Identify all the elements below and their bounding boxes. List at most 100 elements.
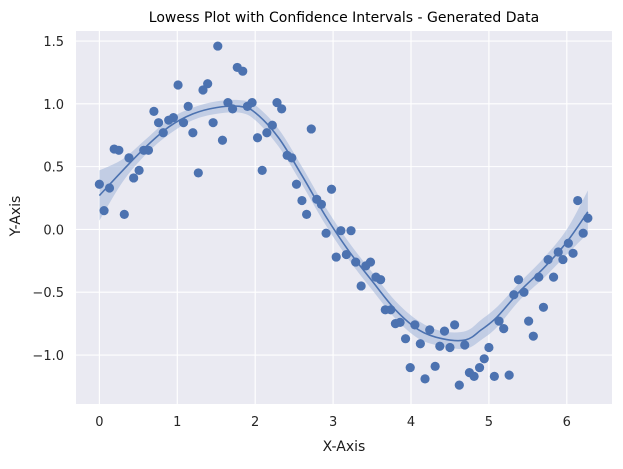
x-tick-labels: 0 1 2 3 4 5 6 (95, 415, 571, 430)
data-point (395, 317, 405, 327)
data-point (479, 354, 489, 364)
data-point (548, 272, 559, 282)
data-point (538, 302, 549, 312)
y-tick-labels: −1.0 −0.5 0.0 0.5 1.0 1.5 (32, 35, 64, 364)
y-axis-label: Y-Axis (8, 196, 24, 238)
data-point (509, 290, 519, 300)
y-tick-label: 0.0 (43, 223, 64, 238)
data-point (223, 97, 233, 108)
data-point (494, 316, 504, 326)
scatter-points (94, 41, 593, 390)
data-point (534, 272, 544, 282)
data-point (149, 106, 159, 116)
data-point (445, 342, 455, 353)
data-point (217, 135, 228, 145)
data-point (405, 362, 415, 373)
y-tick-label: −0.5 (32, 286, 64, 301)
x-axis-label: X-Axis (323, 439, 366, 455)
data-point (435, 341, 445, 351)
chart-title: Lowess Plot with Confidence Intervals - … (149, 10, 539, 26)
data-point (365, 257, 376, 267)
y-tick-label: 0.5 (43, 161, 64, 176)
y-tick-label: −1.0 (32, 349, 64, 364)
data-point (454, 380, 464, 390)
data-point (198, 85, 208, 95)
data-point (420, 374, 430, 384)
data-point (563, 238, 573, 248)
data-point (252, 133, 263, 143)
data-point (183, 101, 193, 111)
data-point (227, 104, 238, 114)
data-point (326, 184, 337, 194)
y-tick-label: 1.5 (43, 35, 64, 50)
data-point (321, 228, 331, 238)
data-point (469, 371, 479, 381)
grid-lines (76, 31, 612, 404)
data-point (272, 97, 282, 108)
data-point (178, 118, 189, 128)
data-point (484, 342, 494, 353)
data-point (173, 80, 183, 90)
data-point (504, 370, 514, 380)
data-point (474, 362, 485, 373)
data-point (553, 247, 563, 257)
data-point (415, 339, 425, 349)
data-point (460, 340, 470, 350)
data-point (134, 165, 144, 176)
data-point (238, 66, 248, 76)
x-tick-label: 2 (251, 415, 259, 430)
data-point (297, 195, 307, 206)
data-point (386, 305, 396, 315)
plot-area (76, 31, 612, 404)
data-point (302, 209, 312, 219)
data-point (306, 124, 316, 134)
x-tick-label: 6 (563, 415, 571, 430)
data-point (519, 287, 529, 297)
data-point (336, 226, 346, 236)
x-tick-label: 1 (173, 415, 181, 430)
data-point (129, 173, 139, 183)
data-point (583, 213, 593, 223)
data-point (99, 205, 109, 216)
data-point (430, 361, 440, 371)
data-point (341, 249, 351, 260)
x-tick-label: 0 (95, 415, 103, 430)
data-point (513, 275, 524, 285)
data-point (316, 199, 327, 209)
data-point (208, 118, 218, 128)
data-point (203, 79, 213, 89)
data-point (376, 275, 386, 285)
data-point (573, 195, 583, 206)
data-point (153, 118, 164, 128)
data-point (257, 165, 267, 176)
data-point (193, 168, 203, 178)
data-point (400, 334, 411, 344)
data-point (188, 128, 198, 138)
data-point (346, 226, 356, 236)
data-point (262, 128, 272, 138)
data-point (267, 120, 277, 130)
data-point (558, 254, 568, 265)
data-point (287, 153, 297, 163)
data-point (578, 228, 588, 238)
data-point (439, 326, 450, 336)
data-point (331, 252, 341, 262)
data-point (158, 128, 168, 138)
data-point (524, 316, 534, 326)
data-point (450, 320, 460, 330)
x-tick-label: 4 (407, 415, 415, 430)
data-point (213, 41, 223, 51)
data-point (114, 145, 124, 155)
data-point (143, 145, 154, 155)
data-point (528, 331, 538, 341)
data-point (168, 113, 178, 123)
y-tick-label: 1.0 (43, 98, 64, 113)
x-tick-label: 3 (329, 415, 337, 430)
data-point (291, 179, 302, 189)
data-point (124, 153, 134, 163)
data-point (499, 324, 509, 334)
data-point (568, 248, 578, 258)
data-point (94, 179, 104, 189)
